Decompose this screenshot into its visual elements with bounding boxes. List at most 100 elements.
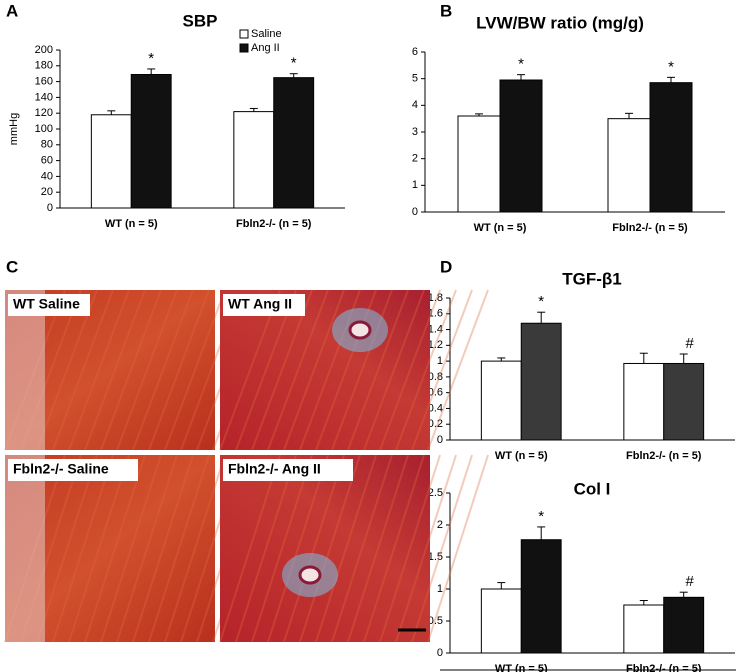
y-tick-label: 200 <box>35 44 53 56</box>
tissue-fiber <box>100 454 162 643</box>
histology-image <box>220 455 430 642</box>
tissue-fiber <box>347 289 409 451</box>
tissue-fiber <box>251 289 313 451</box>
tissue-fiber <box>219 289 281 451</box>
tissue-fiber <box>116 289 178 451</box>
tissue-fiber <box>132 289 194 451</box>
tissue-fiber <box>68 454 130 643</box>
bar <box>649 82 693 213</box>
tissue-fiber <box>116 454 178 643</box>
tissue-fiber <box>219 454 281 643</box>
histology-image <box>220 290 430 450</box>
bar <box>623 604 665 654</box>
y-tick-label: 80 <box>41 139 53 151</box>
tissue-fiber <box>164 289 226 451</box>
annotation: * <box>668 58 674 75</box>
y-tick-label: 120 <box>35 107 53 119</box>
tile-label: Fbln2-/- Saline <box>13 461 109 477</box>
y-tick-label: 1.2 <box>428 339 443 351</box>
tissue-edge <box>5 455 45 642</box>
annotation: # <box>686 573 695 590</box>
y-tick-label: 0.8 <box>428 371 443 383</box>
tissue-fiber <box>52 454 114 643</box>
tissue-fiber <box>36 289 98 451</box>
y-axis-label: mmHg <box>8 113 20 145</box>
tissue-fiber <box>395 289 457 451</box>
bar <box>480 588 522 654</box>
tissue-fiber <box>347 454 409 643</box>
tissue-fiber <box>379 454 441 643</box>
bar <box>273 77 315 209</box>
tissue-fiber <box>235 289 297 451</box>
y-tick-label: 140 <box>35 91 53 103</box>
y-tick-label: 40 <box>41 170 53 182</box>
bar <box>607 118 651 213</box>
tissue-fiber <box>267 289 329 451</box>
y-tick-label: 0 <box>412 206 418 218</box>
label-box <box>8 294 90 316</box>
tissue-fiber <box>36 454 98 643</box>
tissue-fiber <box>379 289 441 451</box>
tissue-fiber <box>283 289 345 451</box>
vessel <box>298 565 322 585</box>
y-tick-label: 1.4 <box>428 323 443 335</box>
y-tick-label: 100 <box>35 123 53 135</box>
tissue-fiber <box>100 289 162 451</box>
tissue-fiber <box>411 289 473 451</box>
chart-title: Col I <box>574 479 611 498</box>
tissue-fiber <box>148 454 210 643</box>
tissue-fiber <box>395 454 457 643</box>
legend-swatch <box>239 29 249 39</box>
y-tick-label: 2 <box>437 519 443 531</box>
x-tick-label: WT (n = 5) <box>495 450 548 462</box>
y-tick-label: 6 <box>412 46 418 58</box>
tile-label: WT Saline <box>13 296 80 312</box>
tile-label: Fbln2-/- Ang II <box>228 461 321 477</box>
bar <box>663 596 705 654</box>
x-tick-label: WT (n = 5) <box>474 222 527 234</box>
y-tick-label: 180 <box>35 60 53 72</box>
y-tick-label: 1.5 <box>428 551 443 563</box>
tissue-fiber <box>411 454 473 643</box>
tissue-fiber <box>315 454 377 643</box>
bar <box>90 114 132 209</box>
y-tick-label: 2.5 <box>428 487 443 499</box>
legend-label: Saline <box>251 28 282 40</box>
tissue-fiber <box>132 454 194 643</box>
annotation: * <box>538 293 544 310</box>
annotation: * <box>291 55 297 72</box>
tissue-fiber <box>267 454 329 643</box>
bar <box>233 111 275 209</box>
y-tick-label: 1 <box>412 179 418 191</box>
x-tick-label: Fbln2-/- (n = 5) <box>612 222 688 234</box>
tissue-fiber <box>283 454 345 643</box>
panel-label: B <box>440 1 452 20</box>
x-tick-label: Fbln2-/- (n = 5) <box>236 218 312 230</box>
label-box <box>8 459 138 481</box>
annotation: * <box>538 508 544 525</box>
annotation: * <box>148 50 154 67</box>
y-tick-label: 0.6 <box>428 387 443 399</box>
tissue-fiber <box>84 289 146 451</box>
bar <box>480 360 522 441</box>
chart-title: SBP <box>183 11 218 30</box>
y-tick-label: 60 <box>41 155 53 167</box>
y-tick-label: 3 <box>412 126 418 138</box>
y-tick-label: 1.8 <box>428 292 443 304</box>
tissue-fiber <box>164 454 226 643</box>
y-tick-label: 160 <box>35 76 53 88</box>
x-tick-label: WT (n = 5) <box>105 218 158 230</box>
tissue-fiber <box>299 454 361 643</box>
y-tick-label: 2 <box>412 153 418 165</box>
tissue-fiber <box>148 289 210 451</box>
y-tick-label: 0.2 <box>428 418 443 430</box>
tissue-fiber <box>251 454 313 643</box>
y-tick-label: 0.4 <box>428 402 443 414</box>
bar <box>499 79 543 213</box>
y-tick-label: 1.6 <box>428 308 443 320</box>
bar <box>623 362 665 441</box>
tissue-fiber <box>427 289 489 451</box>
bar <box>130 73 172 209</box>
tissue-edge <box>5 290 45 450</box>
